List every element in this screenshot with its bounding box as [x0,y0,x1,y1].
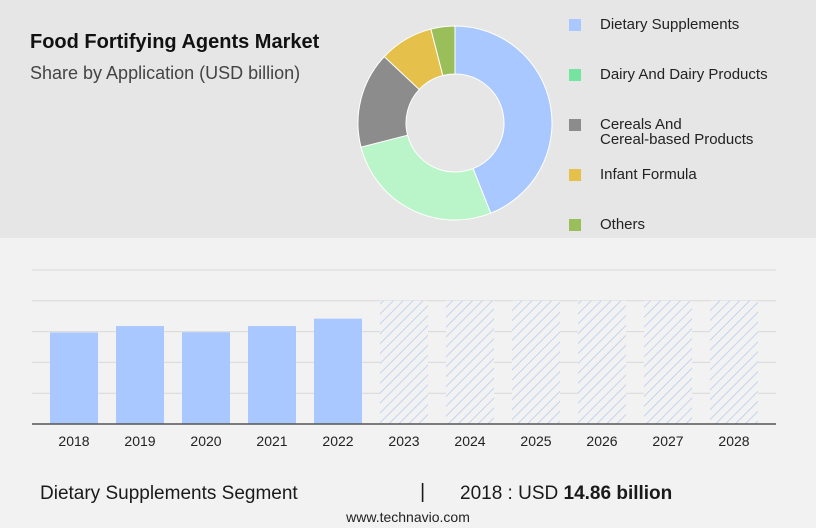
chart-title: Food Fortifying Agents Market [30,31,320,53]
legend-swatch [569,119,581,131]
x-tick-label: 2022 [322,433,353,449]
legend-swatch [569,19,581,31]
x-tick-label: 2027 [652,433,683,449]
x-tick-label: 2021 [256,433,287,449]
footer-value-amount: 14.86 billion [563,483,673,504]
x-tick-label: 2018 [58,433,89,449]
legend-swatch [569,69,581,81]
donut-slice-others [430,25,456,77]
forecast-bar-2026 [578,300,626,424]
x-tick-label: 2023 [388,433,419,449]
legend-swatch [569,169,581,181]
donut-slice-dietary-supplements [454,25,553,214]
forecast-bar-2027 [644,300,692,424]
x-tick-label: 2020 [190,433,221,449]
bar-2022 [314,318,362,424]
bar-2018 [50,332,98,424]
legend-label: Others [600,216,646,233]
x-tick-label: 2026 [586,433,617,449]
footer-segment: Dietary Supplements Segment [40,483,298,504]
legend-label-line1: Cereals And [600,116,682,133]
legend-swatch [569,219,581,231]
bar-2021 [248,326,296,424]
bar-2020 [182,332,230,424]
legend-label: Infant Formula [600,166,697,183]
forecast-bar-2025 [512,300,560,424]
x-tick-label: 2028 [718,433,749,449]
chart-subtitle: Share by Application (USD billion) [30,63,301,83]
bar-2019 [116,326,164,424]
footer-year-label: 2018 : USD [460,483,559,504]
forecast-bar-2024 [446,300,494,424]
x-tick-label: 2025 [520,433,551,449]
x-tick-label: 2019 [124,433,155,449]
footer-separator: | [420,481,426,503]
footer-value: 2018 : USD 14.86 billion [460,483,672,505]
legend-label: Dietary Supplements [600,16,740,33]
legend-label-line2: Cereal-based Products [600,131,754,148]
donut-chart [357,25,553,221]
source-url[interactable]: www.technavio.com [346,509,470,525]
x-tick-label: 2024 [454,433,485,449]
bar-chart: 2018 2019 2020 2021 2022 2023 2024 2025 2026 2027… [32,269,776,449]
donut-slice-dairy-and-dairy-products [360,134,492,221]
legend-label: Dairy And Dairy Products [600,66,768,83]
forecast-bar-2023 [380,300,428,424]
forecast-bar-2028 [710,300,758,424]
